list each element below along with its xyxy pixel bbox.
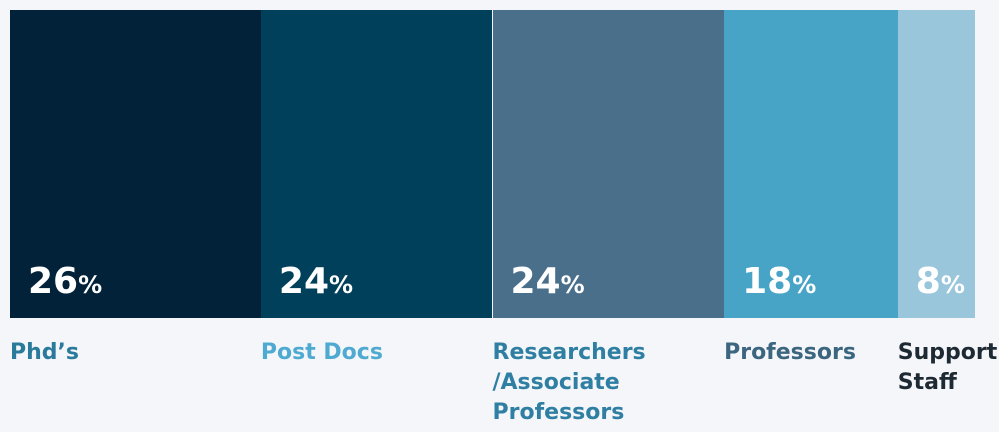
value-label: 18%	[742, 261, 817, 302]
value-label: 24%	[510, 261, 585, 302]
value-label: 26%	[28, 261, 103, 302]
category-label: Support Staff	[897, 340, 998, 395]
category-label: Researchers /Associate Professors	[492, 340, 646, 425]
bar-segment	[10, 10, 261, 318]
bar-segment	[260, 10, 493, 318]
value-label: 8%	[915, 261, 965, 302]
bar-segment	[492, 10, 725, 318]
bar-segment	[724, 10, 898, 318]
category-label: Professors	[724, 340, 856, 365]
category-label: Post Docs	[260, 340, 383, 365]
value-label: 24%	[278, 261, 354, 302]
category-label: Phd’s	[10, 340, 79, 365]
bar-segment	[897, 10, 975, 318]
